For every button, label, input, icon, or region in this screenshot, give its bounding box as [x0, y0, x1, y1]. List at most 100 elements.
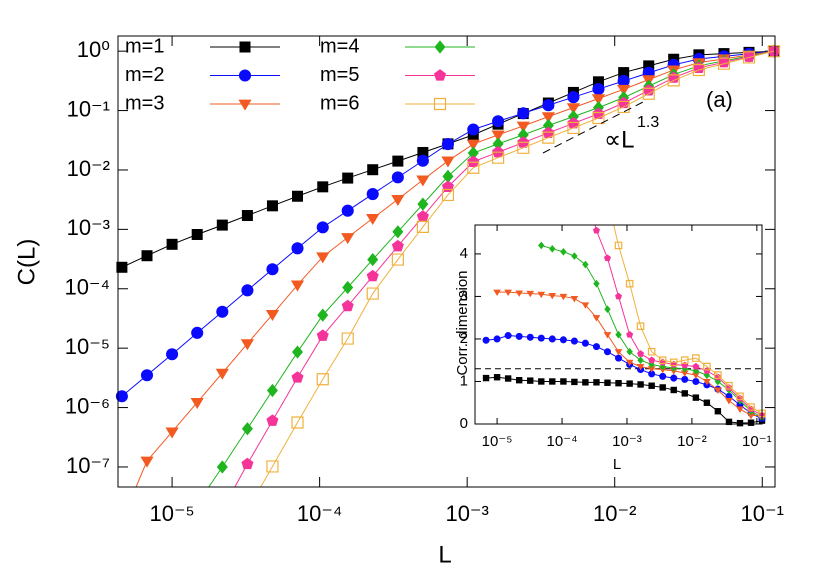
marker — [567, 121, 580, 135]
marker — [736, 392, 744, 401]
marker — [604, 379, 611, 386]
marker — [241, 210, 253, 222]
marker — [517, 107, 530, 120]
marker — [618, 67, 630, 79]
marker — [517, 128, 529, 142]
y-axis-label: C(L) — [13, 239, 40, 286]
annotation: 1.3 — [637, 114, 659, 131]
marker — [603, 254, 611, 262]
marker — [291, 190, 303, 202]
marker — [747, 412, 755, 420]
marker — [467, 155, 480, 167]
marker — [538, 241, 545, 250]
marker — [291, 371, 304, 383]
marker — [714, 408, 722, 415]
marker — [742, 50, 756, 62]
legend-marker — [238, 99, 252, 111]
marker — [491, 130, 505, 142]
marker — [648, 382, 655, 389]
annotation: ∝L — [604, 126, 635, 153]
x-tick-label: 10⁻³ — [612, 433, 642, 450]
y-tick-label: 10⁰ — [77, 37, 110, 62]
marker — [493, 374, 501, 381]
marker — [240, 339, 255, 351]
marker — [492, 137, 504, 151]
marker — [191, 228, 203, 240]
x-tick-label: 10⁻⁴ — [297, 501, 343, 526]
marker — [669, 358, 678, 367]
marker — [467, 161, 480, 174]
marker — [703, 378, 711, 386]
marker — [366, 269, 379, 282]
marker — [265, 310, 280, 322]
marker — [541, 112, 555, 124]
marker — [592, 226, 600, 234]
marker — [241, 284, 254, 297]
y-tick-label: 10⁻⁶ — [65, 393, 110, 418]
x-tick-label: 10⁻² — [593, 501, 636, 526]
marker — [526, 333, 534, 341]
marker — [317, 308, 329, 322]
marker — [366, 287, 379, 300]
marker — [538, 378, 545, 385]
marker — [703, 362, 711, 371]
marker — [316, 329, 329, 341]
y-tick-label: 10⁻¹ — [67, 96, 110, 121]
marker — [626, 347, 633, 356]
marker — [241, 457, 254, 470]
marker — [648, 370, 656, 378]
marker — [116, 261, 128, 273]
marker — [266, 414, 279, 426]
marker — [166, 348, 179, 361]
marker — [316, 373, 329, 386]
y-tick-label: 10⁻² — [67, 156, 110, 181]
legend-label: m=3 — [125, 92, 164, 114]
marker — [681, 375, 689, 383]
marker — [659, 372, 667, 380]
marker — [367, 164, 379, 176]
marker — [642, 87, 655, 100]
marker — [614, 349, 623, 356]
marker — [617, 84, 631, 96]
marker — [515, 290, 524, 297]
marker — [625, 279, 634, 288]
marker — [725, 381, 733, 390]
marker — [747, 419, 755, 426]
marker — [670, 364, 677, 372]
marker — [567, 91, 580, 104]
marker — [140, 456, 154, 468]
marker — [592, 107, 605, 119]
marker — [216, 460, 228, 474]
marker — [659, 384, 666, 391]
marker — [341, 299, 354, 312]
marker — [617, 100, 630, 114]
marker — [626, 380, 633, 387]
marker — [341, 204, 354, 217]
marker — [637, 350, 645, 357]
marker — [266, 200, 278, 212]
marker — [614, 241, 623, 250]
marker — [317, 181, 329, 193]
marker — [692, 354, 700, 362]
marker — [559, 293, 568, 301]
legend-marker — [433, 69, 447, 81]
marker — [703, 371, 711, 379]
marker — [391, 253, 404, 266]
y-tick-label: 0 — [460, 415, 468, 432]
marker — [416, 154, 429, 167]
marker — [604, 305, 611, 314]
marker — [391, 239, 404, 252]
legend-marker — [433, 97, 447, 111]
x-tick-label: 10⁻¹ — [741, 501, 784, 526]
y-axis-label: Corr. dimension — [454, 270, 471, 375]
marker — [747, 403, 755, 411]
marker — [549, 244, 556, 253]
marker — [615, 379, 622, 387]
legend-label: m=2 — [125, 64, 164, 86]
legend-marker — [434, 40, 446, 54]
marker — [441, 138, 455, 151]
legend-label: m=4 — [320, 35, 359, 57]
marker — [614, 354, 623, 362]
marker — [736, 419, 744, 427]
